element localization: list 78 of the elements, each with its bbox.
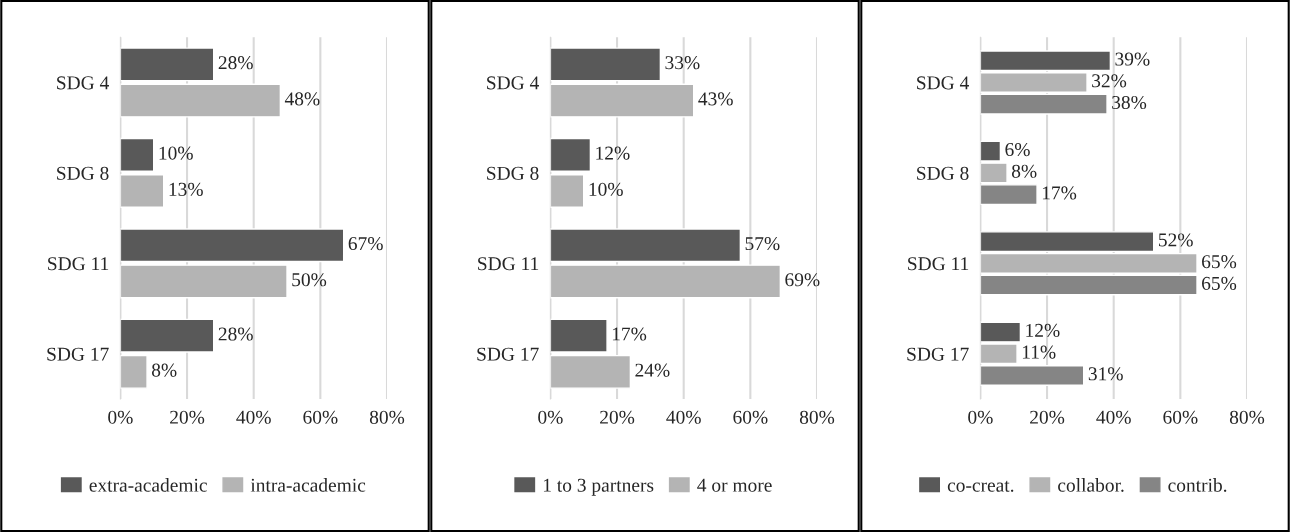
x-tick-label: 60% <box>1163 410 1198 424</box>
legend-label: 4 or more <box>697 478 772 492</box>
data-label: 48% <box>284 92 320 106</box>
bar <box>120 228 345 263</box>
bar <box>120 354 148 389</box>
data-label: 67% <box>348 237 383 251</box>
x-tick-label: 0% <box>538 410 563 424</box>
x-tick-label: 20% <box>600 410 635 424</box>
data-label: 69% <box>785 273 820 287</box>
data-label: 65% <box>1202 276 1237 290</box>
x-tick-label: 80% <box>799 410 835 424</box>
data-label: 39% <box>1115 52 1150 66</box>
legend-label: contrib. <box>1168 478 1227 492</box>
x-tick-label: 80% <box>369 410 405 424</box>
data-label: 24% <box>635 363 670 377</box>
data-label: 13% <box>169 182 203 196</box>
x-tick-label: 40% <box>1096 410 1131 424</box>
bar <box>550 47 662 82</box>
x-tick-label: 20% <box>1030 410 1065 424</box>
data-label: 28% <box>218 56 253 70</box>
data-label: 33% <box>665 56 700 70</box>
data-label: 12% <box>1026 323 1060 338</box>
x-tick-label: 0% <box>108 410 133 424</box>
data-label: 11% <box>1022 345 1056 359</box>
data-label: 8% <box>151 363 177 377</box>
legend-label: intra-academic <box>250 478 366 492</box>
x-tick-label: 80% <box>1229 410 1265 424</box>
y-tick-label: SDG 4 <box>57 76 109 90</box>
data-label: 17% <box>612 327 647 341</box>
data-label: 17% <box>1042 186 1077 200</box>
x-tick-label: 20% <box>170 410 205 424</box>
x-tick-label: 60% <box>733 410 768 424</box>
y-tick-label: SDG 11 <box>48 257 109 271</box>
data-label: 57% <box>745 237 780 251</box>
bar <box>550 228 742 263</box>
data-label: 32% <box>1092 74 1127 88</box>
data-label: 43% <box>698 92 733 106</box>
bar <box>550 354 632 389</box>
y-tick-label: SDG 11 <box>908 257 969 271</box>
y-tick-label: SDG 17 <box>907 347 969 361</box>
x-tick-label: 40% <box>236 410 271 424</box>
bar <box>550 264 782 299</box>
y-tick-label: SDG 4 <box>917 76 969 90</box>
y-tick-label: SDG 11 <box>478 257 539 271</box>
legend-label: collabor. <box>1058 478 1124 492</box>
x-tick-label: 60% <box>303 410 338 424</box>
bar <box>120 264 288 299</box>
y-tick-label: SDG 8 <box>487 166 539 180</box>
y-tick-label: SDG 8 <box>57 166 109 180</box>
data-label: 65% <box>1202 255 1237 269</box>
bar <box>120 174 165 208</box>
legend-label: 1 to 3 partners <box>543 478 654 496</box>
bar <box>120 83 282 118</box>
y-tick-label: SDG 17 <box>47 347 109 361</box>
legend-label: co-creat. <box>947 480 1014 492</box>
data-label: 38% <box>1112 95 1147 110</box>
bar <box>550 318 608 353</box>
y-tick-label: SDG 4 <box>487 76 539 90</box>
legend-label: extra-academic <box>89 478 207 492</box>
bar <box>120 137 155 172</box>
bar <box>120 318 215 353</box>
x-tick-label: 40% <box>666 410 701 424</box>
data-label: 50% <box>292 273 327 287</box>
data-label: 10% <box>589 182 623 196</box>
y-tick-label: SDG 8 <box>917 166 969 180</box>
x-tick-label: 0% <box>968 410 993 424</box>
data-label: 12% <box>596 146 630 160</box>
bar <box>550 83 695 118</box>
bar <box>550 137 592 172</box>
bar <box>550 174 585 208</box>
data-label: 10% <box>159 146 193 160</box>
data-label: 31% <box>1088 367 1123 381</box>
data-label: 52% <box>1158 233 1193 247</box>
data-label: 8% <box>1011 164 1037 178</box>
data-label: 28% <box>218 327 253 341</box>
data-label: 6% <box>1005 142 1030 157</box>
bar <box>120 47 215 82</box>
y-tick-label: SDG 17 <box>477 347 539 361</box>
